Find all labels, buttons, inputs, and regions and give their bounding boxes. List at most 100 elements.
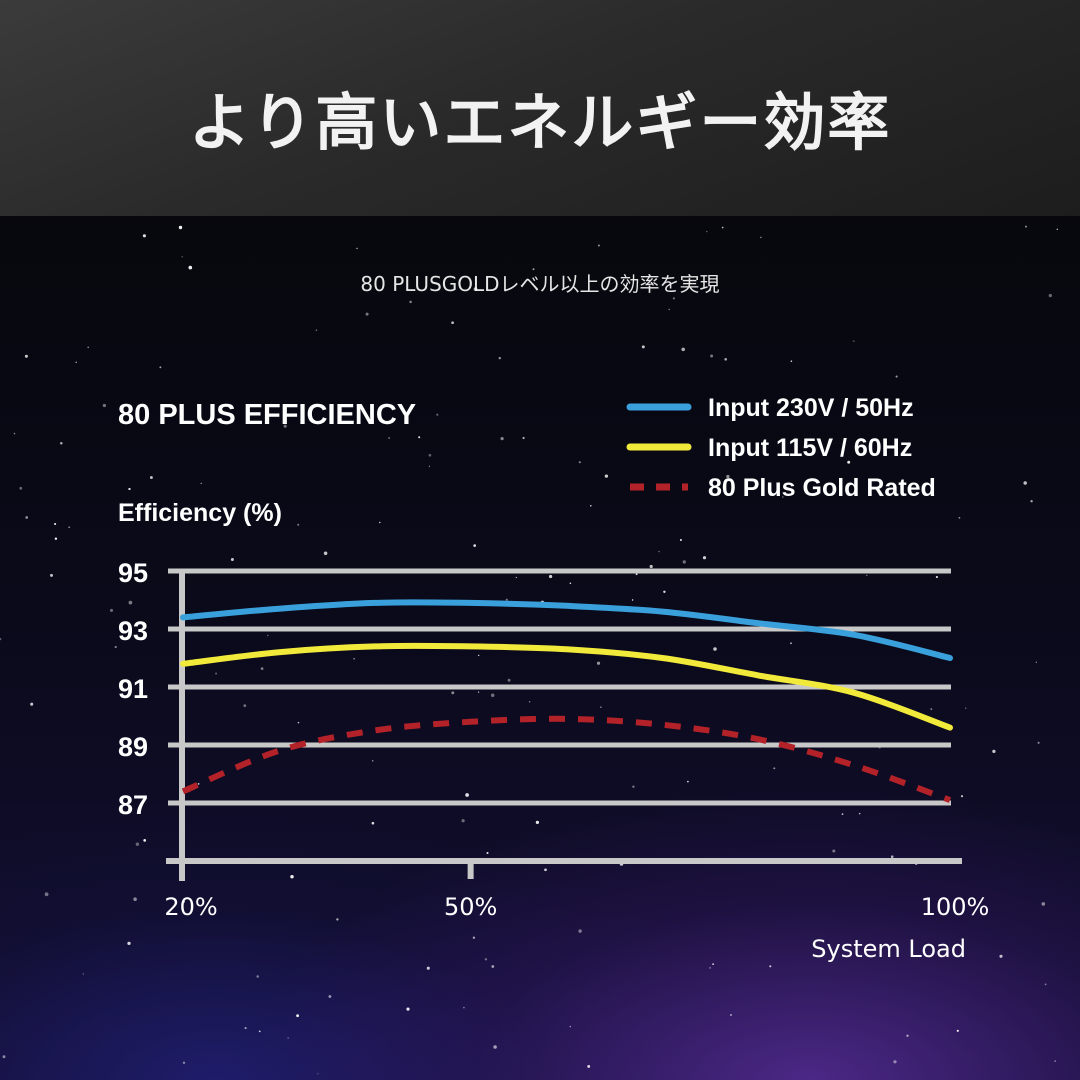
star [297,721,300,724]
star [672,297,676,300]
star [1037,741,1040,744]
star [109,608,114,612]
star [649,564,653,569]
star [687,780,689,783]
star [600,706,602,708]
star [159,366,162,369]
star [142,234,146,238]
legend-label: Input 115V / 60Hz [708,434,912,462]
star [548,574,553,579]
star [604,474,609,478]
star [50,573,53,577]
star [681,347,685,352]
star [379,521,381,524]
star [484,958,488,961]
star [841,813,844,815]
star [769,965,772,968]
star [297,523,300,526]
star [721,226,724,229]
star [992,749,996,754]
star [712,963,714,965]
star [832,849,836,853]
legend: Input 230V / 50Hz Input 115V / 60Hz 80 Plu… [626,394,936,502]
star [790,642,792,645]
x-tick-labels: 20% 50% 100% [164,893,989,921]
star [498,356,502,360]
star [710,354,714,358]
star [682,560,686,564]
star [24,354,28,358]
star [54,522,57,526]
y-tick-labels: 95 93 91 89 87 [118,558,148,820]
star [188,265,193,270]
star [428,465,430,467]
star [569,582,572,585]
star [724,357,728,361]
star [145,414,149,417]
y-tick-label: 93 [118,616,148,646]
x-tick-label: 100% [921,893,990,921]
star [323,551,328,556]
star [243,704,247,708]
star [999,954,1003,958]
star [535,820,540,825]
star [708,288,712,292]
star [679,539,682,541]
series-lines [180,599,953,803]
star [267,634,269,637]
star [287,1037,289,1039]
star [706,230,708,233]
star [371,821,375,825]
star [578,929,582,933]
axes [166,571,962,881]
star [418,436,421,439]
star [569,1025,572,1028]
star [54,537,58,540]
star [473,287,478,291]
star [578,461,581,464]
star [631,599,634,601]
star [528,700,531,703]
star [958,516,961,519]
star [128,600,133,605]
star [0,637,2,641]
star [587,1064,591,1068]
y-tick-label: 95 [118,558,148,588]
y-tick-label: 87 [118,790,148,820]
star [102,403,107,408]
star [135,842,140,846]
star [182,900,185,903]
star [127,941,131,946]
star [709,967,711,969]
y-axis-label: Efficiency (%) [118,499,282,527]
star [143,839,147,842]
star [451,691,455,695]
star [149,476,153,479]
star [75,361,77,364]
chart-title: 80 PLUS EFFICIENCY [118,399,416,431]
star [336,918,339,921]
star [463,1006,465,1009]
star [230,558,234,561]
star [597,244,600,247]
star [296,1014,300,1018]
star [852,340,855,342]
star [1054,1060,1057,1063]
star [960,795,964,798]
star [406,1007,410,1011]
star [182,1061,186,1064]
star [133,897,137,901]
star [522,436,525,440]
star [641,345,645,349]
star [30,702,34,706]
star [371,760,374,762]
star [44,892,49,897]
star [290,874,294,879]
series-line [181,715,952,803]
star [590,505,592,507]
star [1048,293,1052,298]
x-tick-label: 50% [444,893,497,921]
star [461,819,465,823]
star [663,590,666,593]
